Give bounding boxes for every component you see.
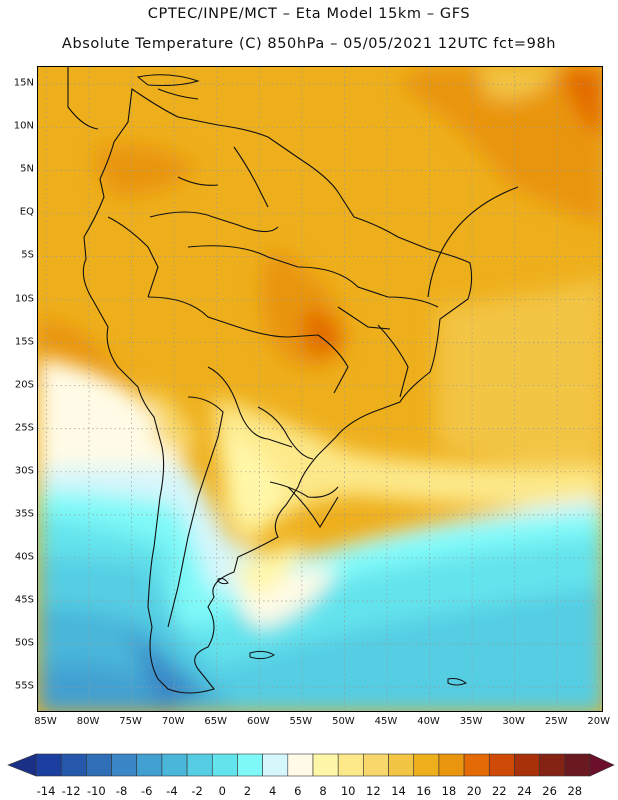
legend-tick-label: 6 — [294, 784, 302, 798]
legend-swatch — [161, 753, 188, 777]
lon-tick-label: 40W — [417, 716, 440, 727]
color-legend — [7, 753, 615, 777]
lon-tick-label: 50W — [332, 716, 355, 727]
legend-tick-label: 0 — [218, 784, 226, 798]
legend-tick-label: 16 — [416, 784, 432, 798]
legend-swatch — [111, 753, 138, 777]
legend-swatch — [262, 753, 289, 777]
lat-tick-label: 5N — [20, 163, 34, 175]
legend-tick-label: 12 — [366, 784, 381, 798]
legend-swatch — [413, 753, 440, 777]
legend-tick-label: -6 — [140, 784, 153, 798]
lat-tick-label: 5S — [21, 249, 34, 261]
legend-swatch — [312, 753, 339, 777]
legend-swatch — [136, 753, 163, 777]
legend-swatch — [438, 753, 465, 777]
legend-tick-label: 18 — [441, 784, 457, 798]
legend-swatch — [463, 753, 490, 777]
legend-swatch — [363, 753, 389, 777]
legend-swatch — [488, 753, 515, 777]
legend-tick-label: -10 — [86, 784, 106, 798]
legend-tick-label: 2 — [243, 784, 252, 798]
lon-tick-label: 65W — [204, 716, 228, 727]
legend-swatch — [60, 753, 87, 777]
lon-tick-label: 55W — [289, 716, 313, 727]
lat-tick-label: 25S — [14, 422, 34, 434]
legend-swatch — [287, 753, 314, 777]
legend-swatch — [564, 753, 591, 777]
lon-tick-label: 45W — [374, 716, 398, 727]
legend-tick-label: 26 — [542, 784, 557, 798]
lon-tick-label: 85W — [34, 716, 57, 727]
lon-tick-label: 25W — [544, 716, 568, 727]
lat-tick-label: 15S — [14, 336, 34, 348]
lat-tick-label: 10N — [13, 120, 34, 132]
legend-underflow-arrow — [7, 753, 37, 777]
legend-tick-label: -14 — [36, 784, 56, 798]
warm-field — [38, 67, 602, 487]
temperature-map — [37, 66, 603, 712]
map-title: CPTEC/INPE/MCT – Eta Model 15km – GFS — [147, 6, 471, 22]
coastline — [67, 67, 519, 694]
legend-tick-label: -8 — [115, 784, 128, 798]
lon-tick-label: 30W — [502, 716, 525, 727]
legend-swatch — [35, 753, 62, 777]
lat-tick-label: 50S — [14, 637, 34, 649]
lat-tick-label: 45S — [14, 594, 34, 606]
legend-tick-label: 10 — [340, 784, 356, 798]
lon-tick-label: 70W — [161, 716, 185, 727]
legend-swatch — [186, 753, 213, 777]
legend-swatch — [539, 753, 566, 777]
cool-field — [38, 357, 602, 711]
legend-tick-label: -12 — [61, 784, 81, 798]
legend-swatch — [86, 753, 112, 777]
lat-tick-label: 20S — [14, 379, 34, 391]
lat-tick-label: EQ — [19, 206, 34, 218]
map-canvas — [38, 67, 602, 711]
legend-swatch — [237, 753, 263, 777]
legend-swatch — [211, 753, 238, 777]
legend-tick-label: -4 — [166, 784, 178, 798]
lat-tick-label: 15N — [13, 77, 34, 89]
legend-swatch — [388, 753, 415, 777]
legend-tick-label: 20 — [466, 784, 482, 798]
legend-tick-label: 24 — [517, 784, 532, 798]
lat-tick-label: 35S — [14, 508, 34, 520]
lat-tick-label: 10S — [14, 293, 34, 305]
legend-overflow-arrow — [589, 753, 615, 777]
lon-tick-label: 20W — [587, 716, 611, 727]
lon-tick-label: 60W — [246, 716, 270, 727]
legend-swatch — [337, 753, 364, 777]
map-subtitle: Absolute Temperature (C) 850hPa – 05/05/… — [61, 36, 557, 52]
legend-tick-label: 14 — [391, 784, 406, 798]
lat-tick-label: 55S — [14, 680, 34, 692]
legend-tick-label: 28 — [567, 784, 583, 798]
lat-tick-label: 30S — [14, 465, 34, 477]
lat-tick-label: 40S — [14, 551, 34, 563]
legend-swatch — [514, 753, 540, 777]
lon-tick-label: 35W — [459, 716, 483, 727]
legend-tick-label: 4 — [268, 784, 277, 798]
legend-tick-label: -2 — [191, 784, 203, 798]
islands — [136, 74, 468, 686]
lon-tick-label: 80W — [76, 716, 100, 727]
lon-tick-label: 75W — [119, 716, 142, 727]
legend-tick-label: 22 — [491, 784, 507, 798]
legend-tick-label: 8 — [319, 784, 327, 798]
